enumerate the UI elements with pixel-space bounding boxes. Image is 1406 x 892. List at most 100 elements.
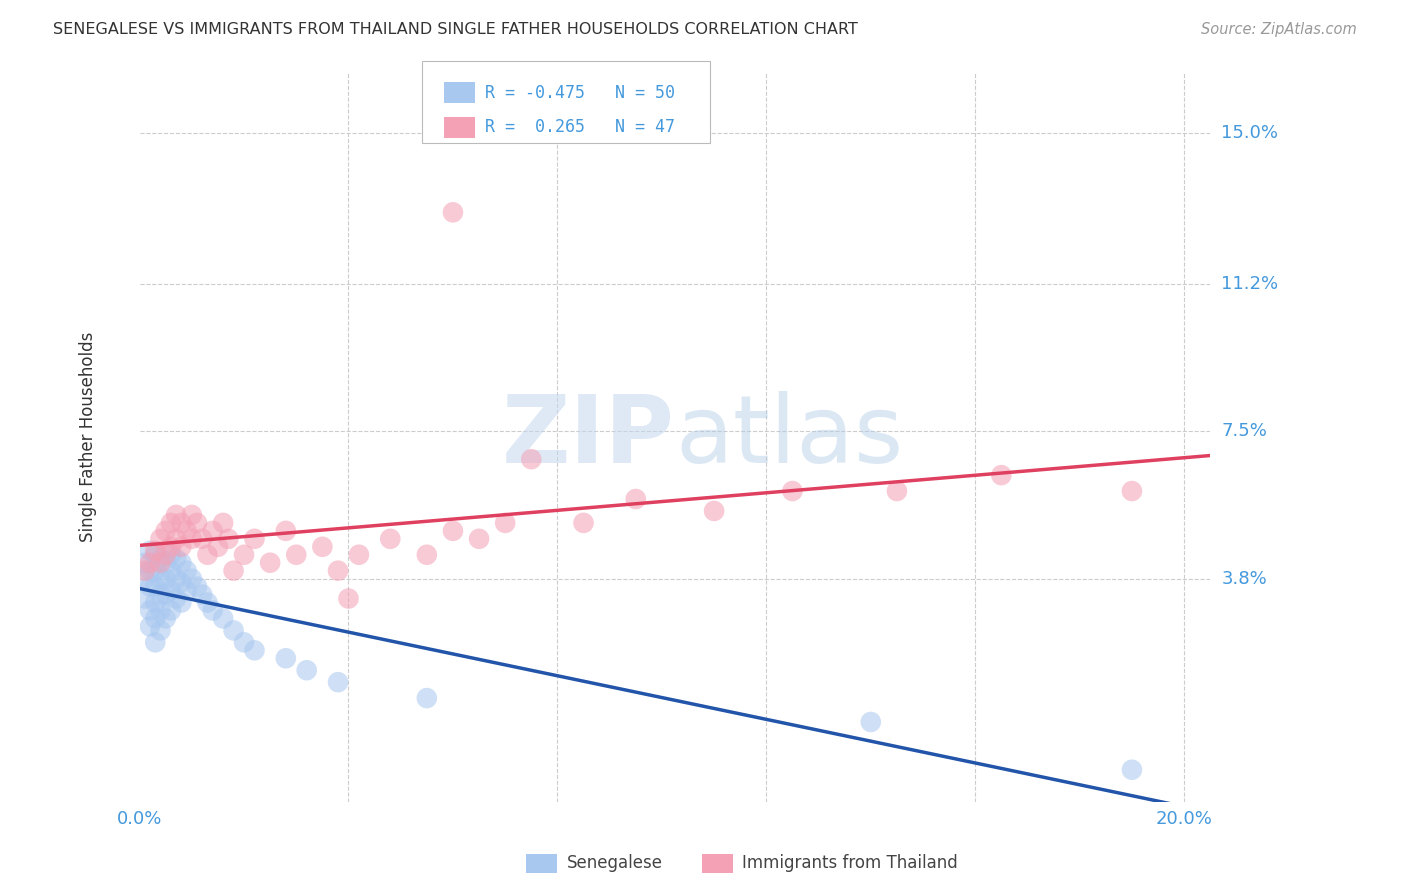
Point bbox=[468, 532, 491, 546]
Point bbox=[155, 524, 177, 538]
Point bbox=[176, 583, 198, 598]
Point bbox=[186, 516, 208, 530]
Point bbox=[134, 564, 156, 578]
Point bbox=[134, 572, 156, 586]
Point bbox=[285, 548, 308, 562]
Point bbox=[149, 624, 172, 638]
Point bbox=[170, 556, 193, 570]
Point bbox=[222, 624, 245, 638]
Point bbox=[149, 588, 172, 602]
Point bbox=[160, 564, 183, 578]
Point bbox=[990, 468, 1012, 483]
Point bbox=[441, 205, 464, 219]
Text: 15.0%: 15.0% bbox=[1222, 124, 1278, 142]
Point bbox=[160, 583, 183, 598]
Point bbox=[155, 588, 177, 602]
Point bbox=[180, 532, 202, 546]
Point bbox=[170, 575, 193, 590]
Point bbox=[416, 691, 439, 706]
Point bbox=[311, 540, 333, 554]
Point bbox=[274, 524, 297, 538]
Point bbox=[572, 516, 595, 530]
Point bbox=[295, 663, 318, 677]
Point bbox=[160, 516, 183, 530]
Point bbox=[143, 543, 166, 558]
Point bbox=[191, 532, 214, 546]
Point bbox=[197, 548, 219, 562]
Point bbox=[222, 564, 245, 578]
Point bbox=[160, 540, 183, 554]
Text: Immigrants from Thailand: Immigrants from Thailand bbox=[742, 855, 957, 872]
Point bbox=[380, 532, 402, 546]
Point bbox=[207, 540, 229, 554]
Point bbox=[139, 619, 162, 633]
Point bbox=[1121, 483, 1143, 498]
Point bbox=[212, 611, 235, 625]
Point bbox=[859, 714, 882, 729]
Point bbox=[243, 643, 266, 657]
Point bbox=[886, 483, 908, 498]
Text: Single Father Households: Single Father Households bbox=[79, 332, 97, 542]
Point bbox=[197, 595, 219, 609]
Point bbox=[139, 564, 162, 578]
Point bbox=[176, 524, 198, 538]
Point bbox=[170, 516, 193, 530]
Point bbox=[212, 516, 235, 530]
Point bbox=[624, 491, 647, 506]
Point bbox=[1121, 763, 1143, 777]
Point bbox=[259, 556, 281, 570]
Point bbox=[165, 551, 187, 566]
Point bbox=[233, 635, 256, 649]
Point bbox=[149, 551, 172, 566]
Text: 3.8%: 3.8% bbox=[1222, 570, 1267, 588]
Point bbox=[143, 548, 166, 562]
Point bbox=[170, 540, 193, 554]
Point bbox=[149, 572, 172, 586]
Point bbox=[149, 603, 172, 617]
Point bbox=[149, 556, 172, 570]
Point bbox=[703, 504, 725, 518]
Point bbox=[243, 532, 266, 546]
Point bbox=[165, 572, 187, 586]
Point bbox=[441, 524, 464, 538]
Point bbox=[180, 572, 202, 586]
Point bbox=[155, 611, 177, 625]
Text: R = -0.475   N = 50: R = -0.475 N = 50 bbox=[485, 84, 675, 102]
Point bbox=[416, 548, 439, 562]
Point bbox=[165, 508, 187, 522]
Point bbox=[347, 548, 370, 562]
Text: Source: ZipAtlas.com: Source: ZipAtlas.com bbox=[1201, 22, 1357, 37]
Point bbox=[494, 516, 516, 530]
Point bbox=[139, 543, 162, 558]
Point bbox=[143, 611, 166, 625]
Point bbox=[134, 556, 156, 570]
Point bbox=[186, 580, 208, 594]
Text: 7.5%: 7.5% bbox=[1222, 422, 1267, 441]
Point bbox=[165, 591, 187, 606]
Point bbox=[160, 603, 183, 617]
Text: ZIP: ZIP bbox=[502, 392, 675, 483]
Point bbox=[155, 572, 177, 586]
Point bbox=[274, 651, 297, 665]
Point bbox=[180, 508, 202, 522]
Point bbox=[160, 548, 183, 562]
Point bbox=[176, 564, 198, 578]
Point bbox=[143, 580, 166, 594]
Point bbox=[326, 564, 349, 578]
Point bbox=[233, 548, 256, 562]
Point bbox=[139, 603, 162, 617]
Point bbox=[782, 483, 804, 498]
Point bbox=[155, 556, 177, 570]
Point bbox=[201, 524, 224, 538]
Point bbox=[149, 532, 172, 546]
Text: Senegalese: Senegalese bbox=[567, 855, 662, 872]
Text: R =  0.265   N = 47: R = 0.265 N = 47 bbox=[485, 119, 675, 136]
Point bbox=[155, 548, 177, 562]
Point bbox=[191, 588, 214, 602]
Point bbox=[165, 532, 187, 546]
Text: SENEGALESE VS IMMIGRANTS FROM THAILAND SINGLE FATHER HOUSEHOLDS CORRELATION CHAR: SENEGALESE VS IMMIGRANTS FROM THAILAND S… bbox=[53, 22, 858, 37]
Point bbox=[201, 603, 224, 617]
Point bbox=[143, 635, 166, 649]
Point bbox=[520, 452, 543, 467]
Point bbox=[337, 591, 360, 606]
